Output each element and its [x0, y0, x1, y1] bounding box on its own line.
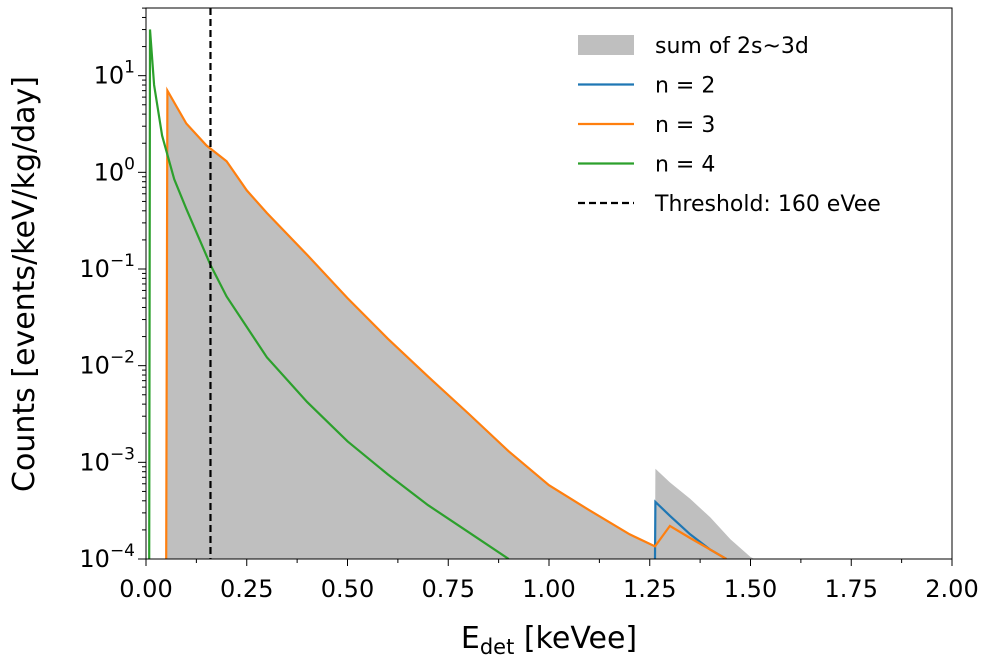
series-line-2	[165, 86, 727, 559]
x-tick-label: 0.50	[321, 575, 374, 603]
y-tick-label: 10−4	[79, 541, 135, 573]
y-tick-label: 101	[94, 58, 135, 90]
y-tick-label: 100	[94, 154, 135, 186]
legend-label: n = 4	[655, 153, 715, 178]
legend-label: Threshold: 160 eVee	[654, 192, 881, 217]
x-tick-label: 0.00	[119, 575, 172, 603]
legend-label: sum of 2s~3d	[655, 34, 809, 59]
legend-label: n = 2	[655, 74, 715, 99]
y-tick-label: 10−3	[79, 444, 135, 476]
y-tick-label: 10−2	[79, 348, 135, 380]
x-tick-label: 1.25	[623, 575, 676, 603]
x-tick-label: 1.00	[522, 575, 575, 603]
x-axis-label-subscript: det	[480, 635, 514, 659]
axis-ticks: 0.00 0.25 0.50 0.75 1.00 1.25 1.50 1.75 2.00 10−4…	[79, 7, 979, 603]
x-tick-label: 0.25	[220, 575, 273, 603]
legend-label: n = 3	[655, 113, 715, 138]
series-area-sum	[146, 90, 952, 559]
y-tick-label: 10−1	[79, 251, 135, 283]
legend-swatch-area	[578, 35, 634, 55]
plot-area	[146, 8, 952, 559]
x-tick-label: 2.00	[925, 575, 978, 603]
x-tick-label: 1.50	[724, 575, 777, 603]
x-axis-label: Edet [keVee]	[461, 621, 637, 659]
series-line-3	[148, 29, 510, 559]
x-tick-label: 0.75	[422, 575, 475, 603]
x-tick-label: 1.75	[825, 575, 878, 603]
legend: sum of 2s~3d n = 2 n = 3 n = 4 Threshold: 16…	[578, 34, 881, 217]
y-axis-label: Counts [events/keV/kg/day]	[7, 76, 42, 492]
